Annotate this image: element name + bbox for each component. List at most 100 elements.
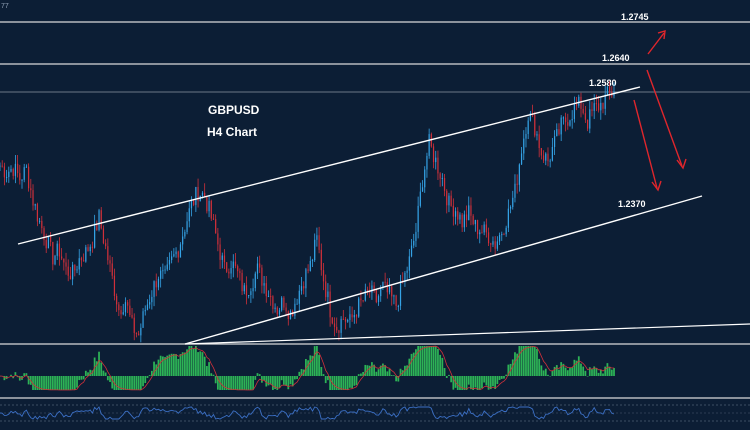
candle-body [298,290,300,304]
candle-body [503,234,505,236]
candle-body [316,235,318,240]
histogram-bar [613,367,615,376]
candle-body [287,311,289,319]
candle-body [355,315,358,317]
histogram-bar [496,376,499,385]
histogram-bar [555,365,558,376]
histogram-bar [18,376,21,381]
histogram-bar [415,349,417,376]
candle-body [160,270,162,279]
histogram-bar [287,376,290,390]
histogram-bar [80,376,83,380]
arrow-down-projection-short-head [651,180,662,192]
histogram-bar [379,365,382,376]
histogram-bar [247,376,250,390]
candle-body [17,163,19,174]
histogram-bar [542,370,545,376]
histogram-bar [373,364,376,376]
histogram-bar [399,368,402,376]
candle-body [340,318,342,333]
histogram-bar [533,346,536,376]
level-label-1-2640: 1.2640 [602,53,630,63]
arrow-down-projection-long [646,69,683,167]
candle-body [10,168,12,172]
histogram-bar [362,371,364,376]
candle-body [540,148,542,156]
histogram-bar [461,376,464,390]
candle-body [305,269,307,289]
candle-body [140,327,142,336]
histogram-bar [584,370,587,376]
histogram-bar [547,374,549,376]
candle-body [179,244,182,258]
candle-body [283,297,285,308]
histogram-bar [135,376,138,390]
candle-body [336,326,338,331]
candle-body [164,269,166,271]
candle-body [52,241,54,265]
candle-body [534,115,536,136]
histogram-bar [276,376,279,390]
histogram-bar [520,346,523,376]
histogram-bar [599,369,602,376]
candle-body [265,283,267,297]
histogram-bar [538,358,541,376]
candle-body [72,264,74,280]
histogram-bar [179,354,182,376]
candle-body [243,285,245,292]
histogram-bar [494,376,497,389]
candle-body [465,214,468,221]
candle-body [65,262,67,267]
histogram-bar [593,366,596,376]
histogram-bar [393,375,395,376]
candle-body [30,188,32,191]
candle-body [307,269,309,271]
histogram-bar [333,376,336,390]
histogram-bar [283,376,285,385]
histogram-bar [448,374,450,376]
candle-body [100,210,102,229]
candle-body [569,120,571,126]
candle-body [382,281,384,288]
candle-body [289,311,292,319]
histogram-bar [243,376,246,390]
candle-body [591,109,593,111]
level-label-1-2745: 1.2745 [621,12,649,22]
histogram-bar [23,373,26,376]
candle-body [514,183,516,198]
candle-body [118,304,120,311]
candle-body [25,166,28,168]
candle-body [43,228,45,241]
histogram-bar [106,376,109,381]
candle-body [507,208,509,228]
candle-body [391,286,393,297]
histogram-bar [139,376,142,390]
histogram-bar [562,363,565,376]
candle-body [457,211,459,220]
histogram-bar [161,356,164,376]
histogram-bar [527,346,530,376]
candle-body [347,319,349,322]
histogram-bar [514,352,516,376]
histogram-bar [159,355,162,376]
candle-body [318,235,320,250]
candle-body [98,210,100,231]
candle-body [76,269,78,271]
histogram-bar [357,374,360,376]
histogram-panel [0,346,615,390]
candle-body [21,179,23,181]
candle-body [538,134,540,149]
histogram-bar [263,376,265,381]
candle-body [463,214,465,228]
histogram-bar [498,376,501,380]
histogram-bar [192,348,195,376]
candle-body [127,302,129,306]
histogram-bar [120,376,122,390]
candle-body [215,219,217,234]
candle-body [604,94,606,109]
histogram-bar [300,368,303,376]
candle-body [549,160,551,162]
histogram-bar [289,376,292,385]
histogram-bar [76,376,78,388]
histogram-bar [100,362,103,376]
